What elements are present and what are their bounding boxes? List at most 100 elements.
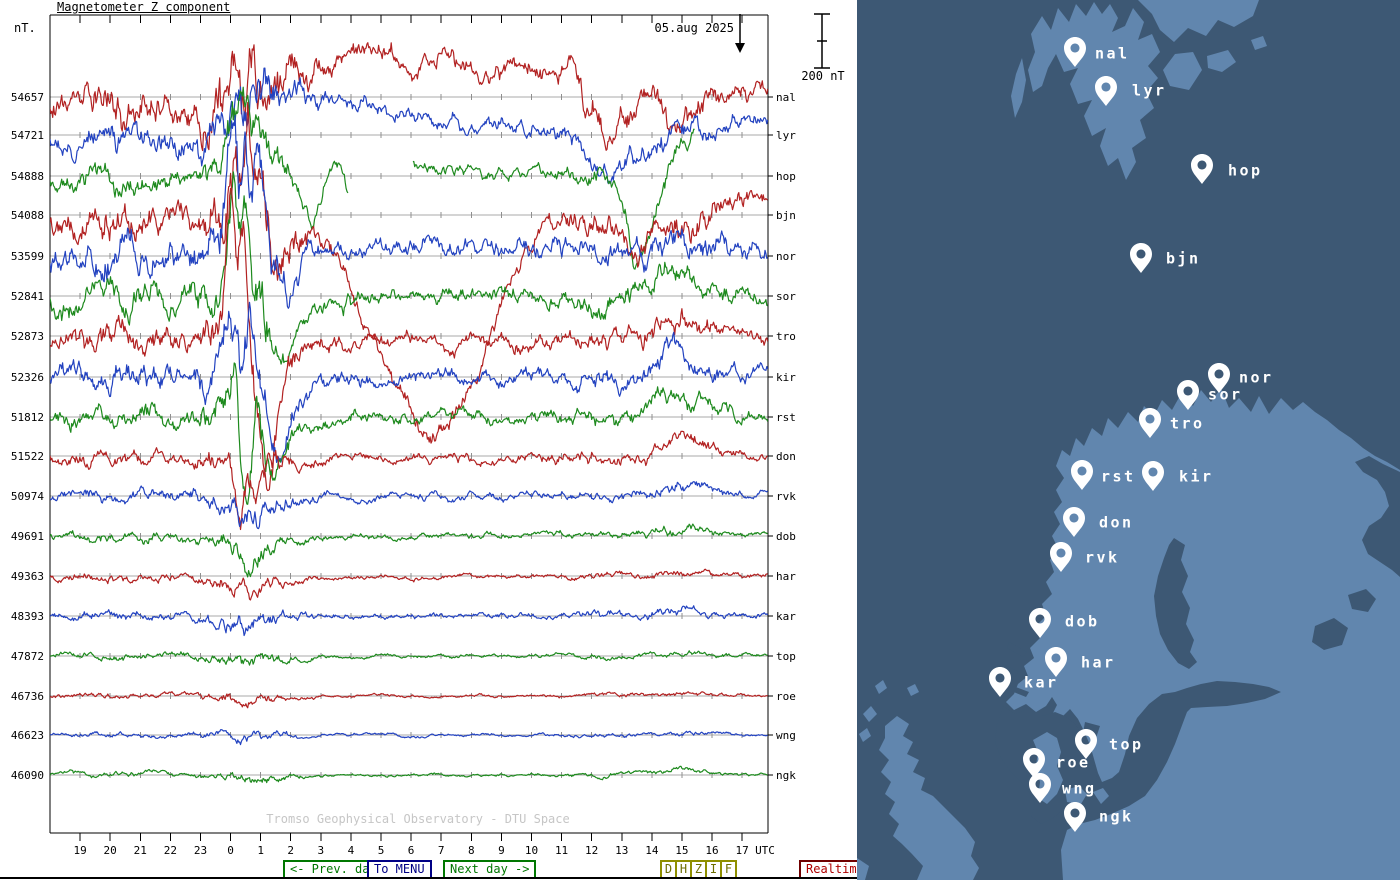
map-pin-dob (1029, 608, 1051, 638)
location-pin-icon (1064, 802, 1086, 832)
map-pin-label-hop: hop (1228, 162, 1263, 180)
y-axis-value: 52841 (11, 290, 44, 303)
x-tick-label: 16 (705, 844, 718, 857)
trace-bjn (50, 101, 768, 444)
magnetogram-chart: 19 20 21 22 23 0 1 2 3 4 5 6 7 8 9 10 11 12 13 14 15 16 17 UTCn… (11, 13, 830, 857)
station-map-panel: nal lyr hop bjn nor sor tro rst kir don rvk dob har k… (857, 0, 1400, 880)
y-axis-unit-label: nT. (14, 21, 36, 35)
bottom-divider (0, 877, 857, 879)
trace-don (50, 430, 768, 531)
map-pin-har (1045, 647, 1067, 677)
location-pin-icon (1064, 37, 1086, 67)
station-code-label: tro (776, 330, 796, 343)
location-pin-icon (1029, 608, 1051, 638)
map-pin-label-lyr: lyr (1132, 82, 1167, 100)
x-tick-label: 19 (73, 844, 86, 857)
location-pin-icon (1177, 380, 1199, 410)
map-pin-bjn (1130, 243, 1152, 273)
y-axis-value: 49363 (11, 570, 44, 583)
map-pin-lyr (1095, 76, 1117, 106)
y-axis-value: 49691 (11, 530, 44, 543)
station-code-label: top (776, 650, 796, 663)
map-pin-label-nor: nor (1239, 369, 1274, 387)
station-code-label: har (776, 570, 796, 583)
x-tick-label: 5 (378, 844, 385, 857)
map-pin-label-dob: dob (1065, 613, 1100, 631)
y-axis-value: 46090 (11, 769, 44, 782)
y-axis-value: 50974 (11, 490, 44, 503)
map-pin-label-wng: wng (1062, 780, 1097, 798)
x-tick-label: 1 (257, 844, 264, 857)
map-pin-hop (1191, 154, 1213, 184)
map-pin-label-nal: nal (1095, 45, 1130, 63)
station-code-label: don (776, 450, 796, 463)
x-tick-label: 0 (227, 844, 234, 857)
y-axis-value: 54088 (11, 209, 44, 222)
trace-roe (50, 690, 768, 709)
location-pin-icon (1023, 748, 1045, 778)
map-pin-label-kir: kir (1179, 468, 1214, 486)
traces (50, 42, 768, 784)
x-tick-label: 8 (468, 844, 475, 857)
x-tick-label: 2 (287, 844, 294, 857)
map-pin-label-tro: tro (1170, 415, 1205, 433)
date-arrow (735, 14, 745, 53)
trace-hop (50, 86, 695, 270)
map-pin-wng (1029, 773, 1051, 803)
station-code-label: kar (776, 610, 796, 623)
location-pin-icon (1191, 154, 1213, 184)
map-pin-rvk (1050, 542, 1072, 572)
map-pin-rst (1071, 460, 1093, 490)
location-pin-icon (1139, 408, 1161, 438)
location-pin-icon (1029, 773, 1051, 803)
y-axis-value: 54888 (11, 170, 44, 183)
station-code-label: lyr (776, 129, 796, 142)
trace-top (50, 650, 768, 666)
x-tick-label: 22 (164, 844, 177, 857)
y-axis-value: 48393 (11, 610, 44, 623)
scalebar-label: 200 nT (801, 69, 845, 83)
x-tick-label: 21 (134, 844, 147, 857)
component-button-f[interactable]: F (720, 860, 737, 879)
map-pin-roe (1023, 748, 1045, 778)
location-pin-icon (1050, 542, 1072, 572)
map-pin-label-bjn: bjn (1166, 250, 1201, 268)
page-title: Magnetometer Z component (57, 0, 231, 14)
location-pin-icon (1075, 729, 1097, 759)
trace-tro (50, 172, 768, 492)
map-pin-label-har: har (1081, 654, 1116, 672)
trace-rvk (50, 481, 768, 530)
map-pin-label-rvk: rvk (1085, 549, 1120, 567)
trace-nal (50, 42, 768, 152)
station-code-label: nor (776, 250, 796, 263)
trace-kar (50, 605, 768, 637)
location-pin-icon (1130, 243, 1152, 273)
map-pin-label-rst: rst (1101, 468, 1136, 486)
y-axis-value: 52326 (11, 371, 44, 384)
x-axis-unit: UTC (755, 844, 775, 857)
y-axis-value: 46736 (11, 690, 44, 703)
station-code-label: wng (776, 729, 796, 742)
trace-kir (50, 301, 768, 463)
trace-lyr (50, 67, 768, 184)
trace-nor (50, 114, 768, 309)
axis-labels: 19 20 21 22 23 0 1 2 3 4 5 6 7 8 9 10 11 12 13 14 15 16 17 UTCn… (11, 91, 796, 857)
map-pin-top (1075, 729, 1097, 759)
x-tick-label: 11 (555, 844, 568, 857)
map-pin-tro (1139, 408, 1161, 438)
trace-sor (50, 171, 768, 365)
x-tick-label: 17 (735, 844, 748, 857)
location-pin-icon (989, 667, 1011, 697)
date-label: 05.aug 2025 (654, 21, 734, 35)
prev-day-button[interactable]: <- Prev. day (283, 860, 384, 879)
watermark-text: Tromso Geophysical Observatory - DTU Spa… (266, 812, 570, 826)
map-pin-ngk (1064, 802, 1086, 832)
scale-bar (814, 13, 830, 69)
y-axis-value: 47872 (11, 650, 44, 663)
station-code-label: nal (776, 91, 796, 104)
y-axis-value: 51812 (11, 411, 44, 424)
trace-dob (50, 523, 768, 578)
